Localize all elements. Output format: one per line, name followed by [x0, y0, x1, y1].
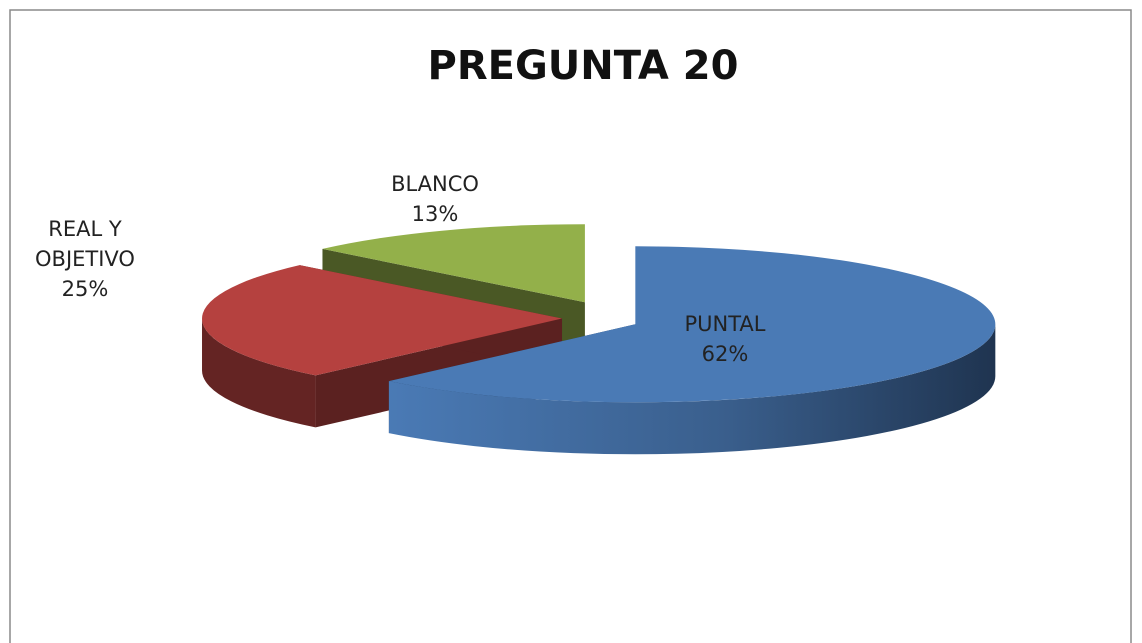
slice	[202, 265, 563, 376]
slice	[322, 224, 585, 303]
slice-label: PUNTAL	[684, 312, 765, 336]
slice-label: REAL Y OBJETIVO	[35, 217, 135, 271]
slice-side	[388, 324, 996, 455]
slice-value-label: 62%	[702, 342, 749, 366]
slice-value-label: 13%	[412, 202, 459, 226]
slice	[388, 246, 996, 403]
chart-title: PREGUNTA 20	[428, 43, 739, 89]
slice-label: BLANCO	[391, 172, 479, 196]
slice-value-label: 25%	[62, 277, 109, 301]
slice-side	[202, 318, 316, 428]
